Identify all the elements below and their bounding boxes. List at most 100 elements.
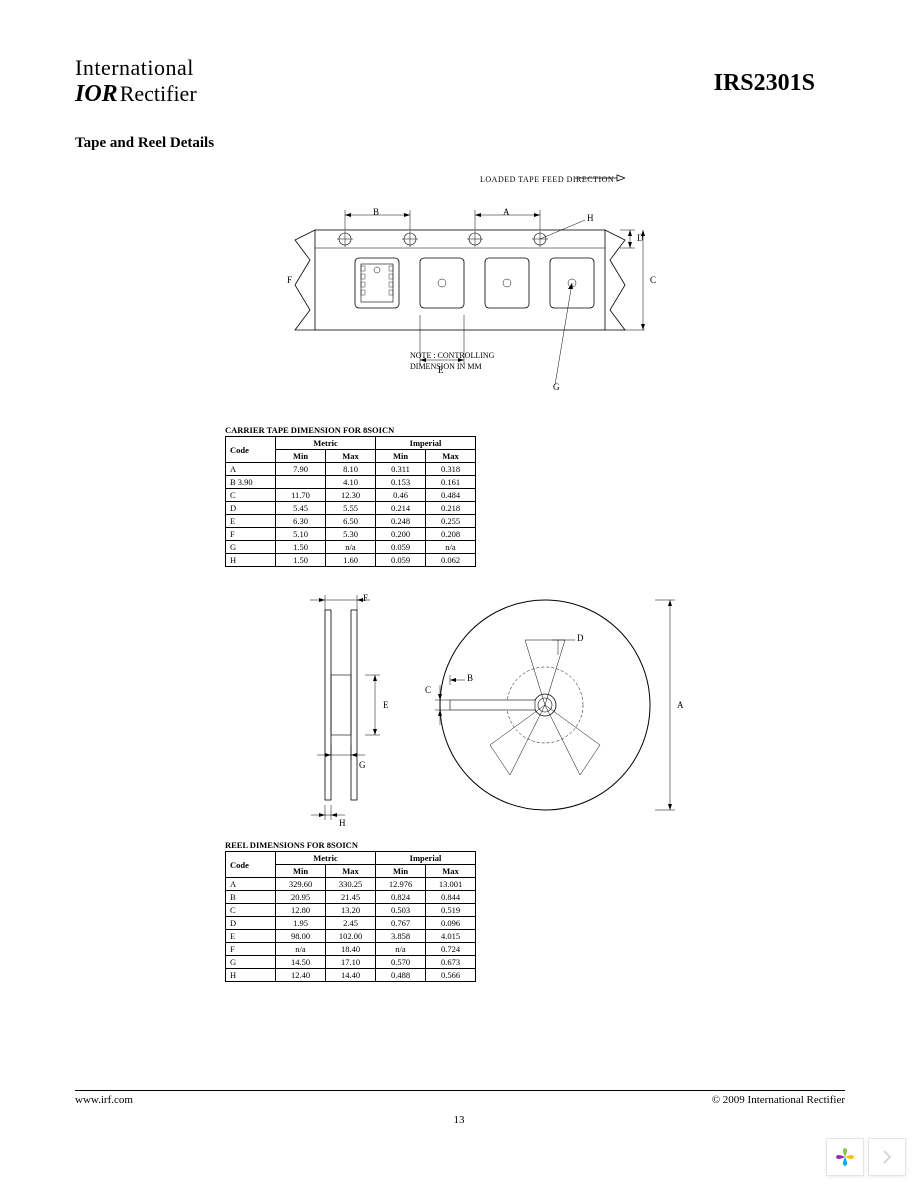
cell-value: 5.10 bbox=[276, 528, 326, 541]
note-text: NOTE : CONTROLLING DIMENSION IN MM bbox=[410, 350, 494, 372]
dim-e: E bbox=[383, 700, 389, 710]
cell-value: 21.45 bbox=[326, 891, 376, 904]
cell-value: 330.25 bbox=[326, 878, 376, 891]
table-row: H1.501.600.0590.062 bbox=[226, 554, 476, 567]
col-max: Max bbox=[326, 450, 376, 463]
cell-value: 5.55 bbox=[326, 502, 376, 515]
cell-value: 0.488 bbox=[376, 969, 426, 982]
col-metric: Metric bbox=[276, 852, 376, 865]
cell-code: E bbox=[226, 930, 276, 943]
cell-value: 7.90 bbox=[276, 463, 326, 476]
cell-value: 0.503 bbox=[376, 904, 426, 917]
dim-d: D bbox=[637, 233, 644, 243]
cell-code: B bbox=[226, 891, 276, 904]
table-row: F5.105.300.2000.208 bbox=[226, 528, 476, 541]
cell-value: 12.80 bbox=[276, 904, 326, 917]
table2-title: REEL DIMENSIONS FOR 8SOICN bbox=[225, 840, 476, 850]
cell-value: n/a bbox=[376, 943, 426, 956]
table-row: C12.8013.200.5030.519 bbox=[226, 904, 476, 917]
page-number: 13 bbox=[0, 1114, 918, 1126]
dim-f: F bbox=[363, 593, 368, 603]
viewer-widget bbox=[826, 1138, 906, 1176]
cell-value: 8.10 bbox=[326, 463, 376, 476]
col-min: Min bbox=[376, 865, 426, 878]
col-min: Min bbox=[276, 450, 326, 463]
cell-value: 0.311 bbox=[376, 463, 426, 476]
company-logo: International IOR Rectifier bbox=[75, 55, 197, 108]
col-min: Min bbox=[276, 865, 326, 878]
logo-line1: International bbox=[75, 55, 197, 81]
cell-value: 0.214 bbox=[376, 502, 426, 515]
table-row: Code Metric Imperial bbox=[226, 437, 476, 450]
table-row: G14.5017.100.5700.673 bbox=[226, 956, 476, 969]
cell-value: 13.20 bbox=[326, 904, 376, 917]
table-row: D5.455.550.2140.218 bbox=[226, 502, 476, 515]
cell-value: n/a bbox=[426, 541, 476, 554]
cell-value: 12.30 bbox=[326, 489, 376, 502]
dim-h: H bbox=[587, 213, 594, 223]
cell-value: 0.724 bbox=[426, 943, 476, 956]
col-max: Max bbox=[326, 865, 376, 878]
cell-code: A bbox=[226, 878, 276, 891]
page-footer: www.irf.com © 2009 International Rectifi… bbox=[75, 1090, 845, 1106]
table1: Code Metric Imperial Min Max Min Max A7.… bbox=[225, 436, 476, 567]
cell-value: 4.015 bbox=[426, 930, 476, 943]
arrow-icon bbox=[575, 173, 625, 183]
cell-value: 11.70 bbox=[276, 489, 326, 502]
flower-icon-button[interactable] bbox=[826, 1138, 864, 1176]
dim-d: D bbox=[577, 633, 584, 643]
cell-code: B 3.90 bbox=[226, 476, 276, 489]
dim-b: B bbox=[467, 673, 473, 683]
cell-value: 5.45 bbox=[276, 502, 326, 515]
cell-value: 329.60 bbox=[276, 878, 326, 891]
table-row: A7.908.100.3110.318 bbox=[226, 463, 476, 476]
dim-h: H bbox=[339, 818, 346, 828]
cell-code: C bbox=[226, 904, 276, 917]
dim-a: A bbox=[503, 207, 510, 217]
cell-value: 0.062 bbox=[426, 554, 476, 567]
cell-value: 0.255 bbox=[426, 515, 476, 528]
cell-value: 13.001 bbox=[426, 878, 476, 891]
table-row: A329.60330.2512.97613.001 bbox=[226, 878, 476, 891]
table-row: G1.50n/a0.059n/a bbox=[226, 541, 476, 554]
cell-code: G bbox=[226, 956, 276, 969]
next-button[interactable] bbox=[868, 1138, 906, 1176]
cell-value: 0.153 bbox=[376, 476, 426, 489]
col-code: Code bbox=[226, 852, 276, 878]
cell-value: 0.46 bbox=[376, 489, 426, 502]
table-row: D1.952.450.7670.096 bbox=[226, 917, 476, 930]
section-title: Tape and Reel Details bbox=[75, 135, 214, 152]
tape-diagram: LOADED TAPE FEED DIRECTION bbox=[225, 175, 655, 415]
cell-value: 4.10 bbox=[326, 476, 376, 489]
cell-value: 98.00 bbox=[276, 930, 326, 943]
cell-value: 0.566 bbox=[426, 969, 476, 982]
table-row: Code Metric Imperial bbox=[226, 852, 476, 865]
cell-value: 0.248 bbox=[376, 515, 426, 528]
cell-value: 102.00 bbox=[326, 930, 376, 943]
cell-value: 0.208 bbox=[426, 528, 476, 541]
dim-g: G bbox=[359, 760, 366, 770]
cell-value: 0.318 bbox=[426, 463, 476, 476]
cell-code: C bbox=[226, 489, 276, 502]
cell-value: 18.40 bbox=[326, 943, 376, 956]
cell-value: 6.30 bbox=[276, 515, 326, 528]
cell-value: 0.059 bbox=[376, 541, 426, 554]
cell-value: 6.50 bbox=[326, 515, 376, 528]
cell-code: D bbox=[226, 917, 276, 930]
cell-value: 0.844 bbox=[426, 891, 476, 904]
cell-value bbox=[276, 476, 326, 489]
cell-value: 0.096 bbox=[426, 917, 476, 930]
dim-c: C bbox=[650, 275, 656, 285]
col-code: Code bbox=[226, 437, 276, 463]
col-max: Max bbox=[426, 865, 476, 878]
table-row: E98.00102.003.8584.015 bbox=[226, 930, 476, 943]
cell-value: 1.95 bbox=[276, 917, 326, 930]
reel-diagram: F E G H A B C D bbox=[225, 585, 705, 830]
cell-value: 0.059 bbox=[376, 554, 426, 567]
cell-value: 0.484 bbox=[426, 489, 476, 502]
cell-value: n/a bbox=[276, 943, 326, 956]
cell-code: D bbox=[226, 502, 276, 515]
dim-c: C bbox=[425, 685, 431, 695]
part-number: IRS2301S bbox=[714, 70, 815, 97]
dim-a: A bbox=[677, 700, 684, 710]
